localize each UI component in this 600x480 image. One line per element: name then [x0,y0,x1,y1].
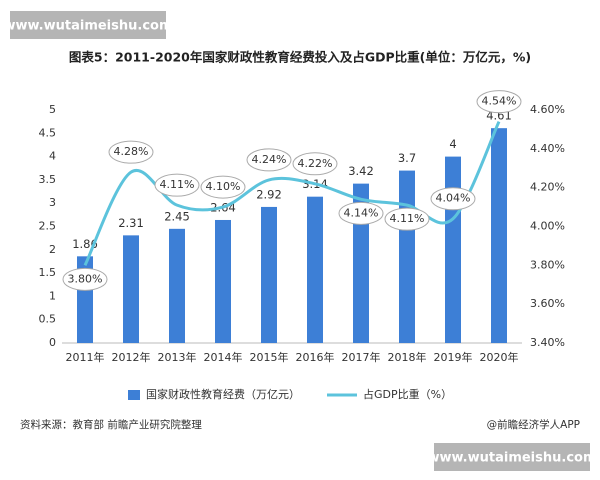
y-tick-label: 3.5 [39,173,57,186]
line-value-label: 4.28% [114,145,149,158]
y-tick-label: 5 [49,103,56,116]
line-value-label: 4.11% [390,212,425,225]
watermark: www.wutaimeishu.com [3,19,172,34]
x-tick-label: 2011年 [66,350,105,364]
y-tick-label: 3 [49,196,56,209]
bar [215,219,231,343]
x-tick-label: 2012年 [112,350,151,364]
label-bubble [384,207,430,231]
line-value-label: 4.54% [482,95,517,108]
bar-value-label: 2.31 [118,216,144,230]
x-tick-label: 2020年 [480,350,519,364]
legend-label: 占GDP比重（%） [363,387,452,401]
x-tick-label: 2015年 [250,350,289,364]
y2-tick-label: 4.20% [530,181,565,194]
x-tick-label: 2018年 [388,350,427,364]
line-value-label: 4.24% [252,153,287,166]
label-bubble [62,267,108,291]
y2-tick-label: 4.40% [530,142,565,155]
y-tick-label: 1 [49,289,56,302]
bar [169,228,185,343]
label-bubble [292,152,338,176]
line-value-label: 4.22% [298,157,333,170]
y-tick-label: 4 [49,150,56,163]
line-value-label: 4.11% [160,178,195,191]
y2-tick-label: 3.40% [530,336,565,349]
line-value-label: 4.10% [206,180,241,193]
x-tick-label: 2014年 [204,350,243,364]
bar-value-label: 4 [449,137,456,151]
legend-label: 国家财政性教育经费（万亿元） [146,387,300,401]
label-bubble [200,175,246,199]
bar [445,156,461,343]
chart-title: 图表5：2011-2020年国家财政性教育经费投入及占GDP比重(单位：万亿元，… [69,50,531,65]
y-tick-label: 0.5 [39,313,57,326]
x-tick-label: 2013年 [158,350,197,364]
line-value-label: 4.14% [344,206,379,219]
label-bubble [154,173,200,197]
bar [399,170,415,343]
label-bubble [476,90,522,114]
y2-tick-label: 3.60% [530,297,565,310]
label-bubble [108,140,154,164]
y2-tick-label: 4.00% [530,220,565,233]
line-value-label: 4.04% [436,192,471,205]
watermark-box [434,443,590,471]
bar-value-label: 2.92 [256,187,282,201]
y-tick-label: 4.5 [39,126,57,139]
line-value-label: 3.80% [68,272,103,285]
bar-value-label: 3.42 [348,164,374,178]
legend-swatch [128,390,140,400]
y-tick-label: 2 [49,243,56,256]
watermark-box [10,11,166,39]
label-bubble [338,201,384,225]
y-tick-label: 2.5 [39,220,57,233]
x-tick-label: 2016年 [296,350,335,364]
y2-tick-label: 3.80% [530,258,565,271]
x-tick-label: 2019年 [434,350,473,364]
y2-tick-label: 4.60% [530,103,565,116]
bar [261,206,277,343]
bar-value-label: 2.45 [164,209,190,223]
y-tick-label: 0 [49,336,56,349]
bar [307,196,323,343]
bar [123,235,139,343]
label-bubble [246,148,292,172]
credit: @前瞻经济学人APP [487,418,580,431]
line [83,121,501,266]
bar-value-label: 3.7 [398,151,416,165]
bar [491,128,507,343]
y-tick-label: 1.5 [39,266,57,279]
label-bubble [430,187,476,211]
source: 资料来源：教育部 前瞻产业研究院整理 [20,418,202,431]
x-tick-label: 2017年 [342,350,381,364]
watermark: www.wutaimeishu.com [427,451,596,466]
